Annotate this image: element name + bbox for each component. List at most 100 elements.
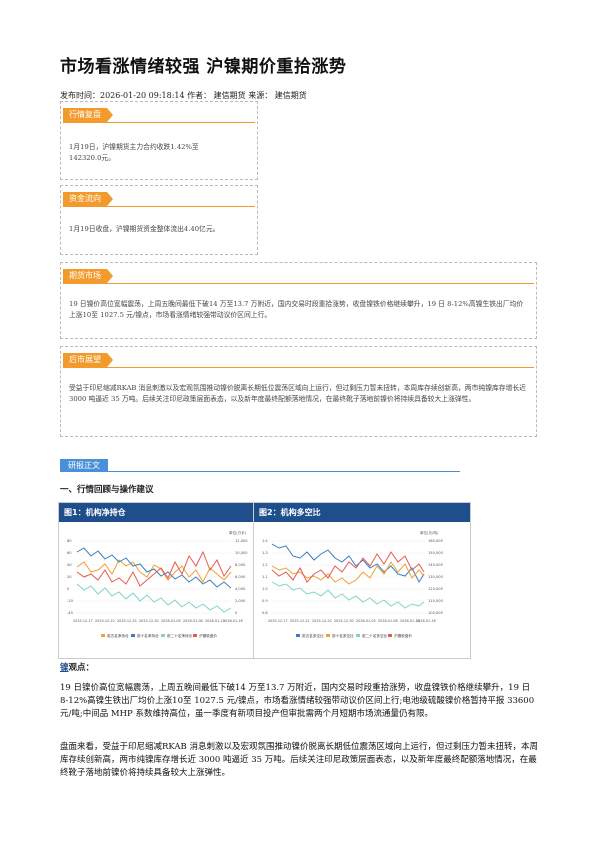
series-line-2 [271,561,425,585]
y-right-unit: 单位(万手) [229,530,247,535]
legend-label: 前十名净持仓 [137,633,159,638]
box-outlook-text: 受益于印尼缩减RKAB 消息刺激以及宏观氛围推动镍价脱离长期低位震荡区域向上运行… [69,384,526,403]
y-left-label: -40 [67,611,74,615]
legend-swatch [101,634,105,637]
x-label: 2025-12-17 [73,619,93,623]
y-right-label: 140,000 [428,563,444,567]
gridlines [272,540,424,614]
box-futures-text: 19 日镍价高位宽幅震荡，上周五晚间最低下破14 万至13.7 万附近，国内交易… [69,300,524,319]
legend-label: 前五名净持仓 [107,633,129,638]
y-left-label: 0.9 [262,599,268,603]
tag-outlook: 后市展望 [63,353,113,367]
y-right-ticks: 单位(元/吨) 160,000 150,000 140,000 130,000 … [420,530,444,615]
section-tag: 研报正文 [60,459,108,472]
y-right-label: 100,000 [428,611,444,615]
y-right-label: 130,000 [428,575,444,579]
y-left-label: 1.1 [262,575,268,579]
legend-swatch [356,634,360,637]
legend-swatch [193,634,197,637]
x-label: 2026-01-05 [161,619,181,623]
x-label: 2025-12-30 [334,619,354,623]
tag-fund-flow: 资金流向 [63,192,113,206]
y-right-label: 2,000 [235,599,246,603]
y-right-label: 10,000 [235,551,248,555]
series-line-1 [271,543,425,584]
y-right-unit: 单位(元/吨) [420,530,439,535]
paragraph-2: 盘面来看，受益于印尼缩减RKAB 消息刺激以及宏观氛围推动镍价脱离长期低位震荡区… [60,742,538,778]
y-right-label: 120,000 [428,587,444,591]
figure-2: 图2：机构多空比 1.4 1.3 1.2 1.1 1.0 0.9 0.8 单位(… [253,502,471,659]
series-line-2 [76,547,232,589]
y-right-label: 6,000 [235,575,246,579]
y-right-label: 4,000 [235,587,246,591]
legend: 前五名净持仓 前十名净持仓 前二十名净持仓 沪镍收盘价 [101,633,217,638]
y-left-ticks: 1.4 1.3 1.2 1.1 1.0 0.9 0.8 [262,539,268,615]
y-right-label: 150,000 [428,551,444,555]
divider [63,206,255,207]
y-left-label: 40 [67,563,72,567]
series-line-3 [76,583,232,613]
y-left-ticks: 80 60 40 20 0 -20 -40 [67,539,74,615]
y-left-label: 80 [67,539,72,543]
x-label: 2025-12-25 [117,619,137,623]
series-line-3 [271,581,425,609]
y-left-label: 1.3 [262,551,268,555]
y-left-label: 1.0 [262,587,268,591]
view-keyword[interactable]: 镍 [60,663,69,673]
legend-label: 前二十名多空比 [362,633,388,638]
legend-label: 前十名多空比 [332,633,354,638]
y-right-label: 12,000 [235,539,248,543]
y-left-label: 20 [67,575,72,579]
x-label: 2025-12-25 [312,619,332,623]
y-left-label: -20 [67,599,74,603]
y-left-label: 1.4 [262,539,268,543]
figure-1-chart: 80 60 40 20 0 -20 -40 单位(万手) 12,000 10,0… [67,530,248,638]
series-line-4 [271,551,425,583]
x-axis-labels: 2025-12-17 2025-12-22 2025-12-25 2025-12… [268,619,436,623]
y-left-label: 60 [67,551,72,555]
x-axis-labels: 2025-12-17 2025-12-22 2025-12-25 2025-12… [73,619,243,623]
x-label: 2026-01-16 [223,619,243,623]
divider [63,122,255,123]
box-review-text: 1月19日，沪镍期货主力合约收跌1.42%至142320.0元。 [69,143,199,162]
legend-label: 前二十名净持仓 [167,633,193,638]
legend-swatch [388,634,392,637]
y-right-ticks: 单位(万手) 12,000 10,000 8,000 6,000 4,000 2… [229,530,248,615]
section-heading: 一、行情回顾与操作建议 [60,485,154,495]
x-label: 2026-01-05 [356,619,376,623]
box-fund-flow: 资金流向 1月19日收盘，沪镍期货资金整体流出4.40亿元。 [60,185,258,255]
x-label: 2026-01-13 [205,619,225,623]
box-futures: 期货市场 19 日镍价高位宽幅震荡，上周五晚间最低下破14 万至13.7 万附近… [60,262,537,339]
legend-label: 沪镍收盘价 [199,633,217,638]
divider [63,283,534,284]
y-left-label: 0.8 [262,611,268,615]
y-left-label: 0 [67,587,70,591]
x-label: 2026-01-08 [183,619,203,623]
section-divider [60,471,460,472]
figure-1-title: 图1：机构净持仓 [59,503,275,522]
figure-2-chart: 1.4 1.3 1.2 1.1 1.0 0.9 0.8 单位(元/吨) 160,… [262,530,444,638]
article-meta: 发布时间：2026-01-20 09:18:14 作者： 建信期货 来源： 建信… [60,91,307,100]
box-outlook: 后市展望 受益于印尼缩减RKAB 消息刺激以及宏观氛围推动镍价脱离长期低位震荡区… [60,346,537,437]
paragraph-1: 19 日镍价高位宽幅震荡，上周五晚间最低下破14 万至13.7 万附近，国内交易… [60,683,535,719]
box-fund-flow-text: 1月19日收盘，沪镍期货资金整体流出4.40亿元。 [69,225,220,233]
y-right-label: 160,000 [428,539,444,543]
view-label: 镍观点： [60,661,94,673]
figure-2-title: 图2：机构多空比 [254,503,470,522]
article-title: 市场看涨情绪较强 沪镍期价重拾涨势 [60,57,347,77]
box-review: 行情复盘 1月19日，沪镍期货主力合约收跌1.42%至142320.0元。 [60,101,258,180]
series-line-4 [76,550,232,587]
legend: 前五名多空比 前十名多空比 前二十名多空比 沪镍收盘价 [296,633,412,638]
legend-swatch [161,634,165,637]
tag-futures: 期货市场 [63,269,113,283]
x-label: 2026-01-16 [416,619,436,623]
legend-label: 沪镍收盘价 [394,633,412,638]
x-label: 2026-01-13 [400,619,420,623]
x-label: 2026-01-08 [378,619,398,623]
y-left-label: 1.2 [262,563,268,567]
legend-swatch [131,634,135,637]
legend-swatch [326,634,330,637]
x-label: 2025-12-17 [268,619,288,623]
y-right-label: 0 [235,611,238,615]
figure-1: 图1：机构净持仓 80 60 40 20 0 -20 -40 单位(万手) 12… [58,502,276,659]
